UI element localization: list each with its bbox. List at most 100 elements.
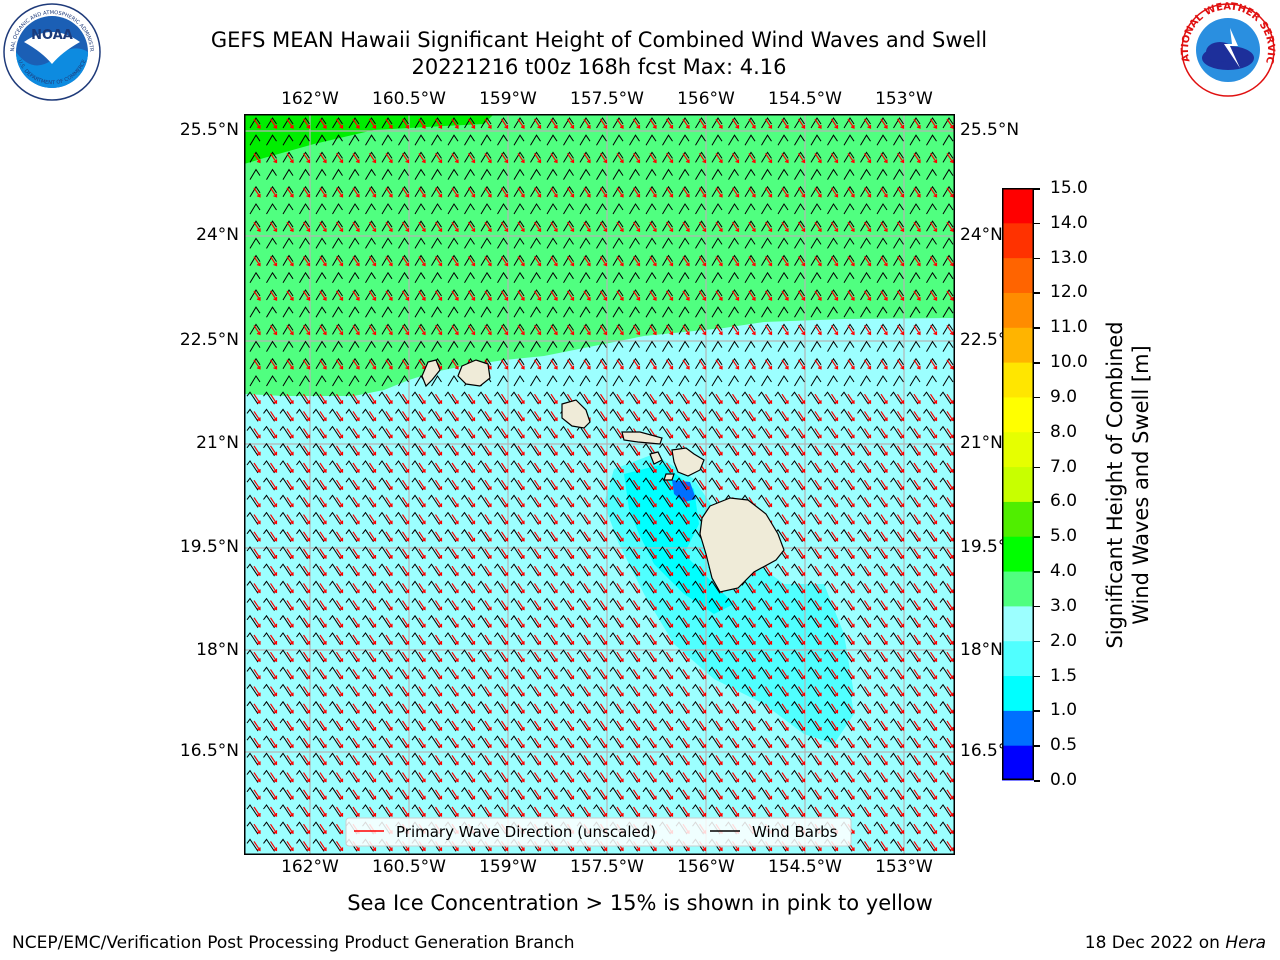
- wave-arrow: [765, 479, 773, 491]
- wind-barb: [824, 511, 836, 525]
- wind-barb: [249, 168, 261, 180]
- footer-date: 18 Dec 2022 on: [1084, 933, 1226, 953]
- wave-arrow: [336, 651, 344, 663]
- wind-barb: [873, 838, 886, 852]
- wind-barb: [893, 323, 904, 335]
- wind-barb: [527, 666, 539, 680]
- wind-barb: [249, 185, 261, 198]
- wave-arrow: [682, 187, 690, 198]
- wind-barb: [609, 769, 622, 783]
- wave-arrow: [385, 462, 393, 473]
- wind-barb: [909, 220, 921, 232]
- wave-arrow: [715, 445, 723, 456]
- wind-barb: [692, 666, 704, 680]
- wind-barb: [939, 580, 952, 594]
- wind-barb: [510, 786, 523, 801]
- wind-barb: [645, 220, 657, 232]
- wind-barb: [857, 580, 869, 594]
- wind-barb: [860, 134, 871, 146]
- wave-arrow: [649, 411, 657, 422]
- wave-arrow: [633, 737, 641, 749]
- wave-arrow: [451, 789, 459, 800]
- wind-barb: [942, 357, 954, 370]
- wind-barb: [873, 597, 886, 611]
- wave-arrow: [946, 634, 954, 645]
- wind-barb: [378, 752, 391, 766]
- wind-barb: [246, 752, 259, 766]
- wind-barb: [609, 546, 622, 560]
- wave-arrow: [600, 514, 608, 525]
- wave-arrow: [666, 153, 674, 164]
- wind-barb: [530, 254, 541, 266]
- wave-arrow: [501, 789, 509, 800]
- wind-barb: [758, 425, 770, 439]
- wind-barb: [596, 237, 607, 249]
- wave-arrow: [633, 479, 641, 491]
- wind-barb: [398, 220, 409, 232]
- wind-barb: [431, 271, 442, 284]
- wave-arrow: [303, 187, 311, 198]
- wind-barb: [329, 769, 341, 783]
- wave-arrow: [352, 583, 360, 594]
- wave-arrow: [649, 600, 657, 611]
- wind-barb: [909, 185, 921, 198]
- wind-barb: [461, 477, 473, 491]
- wind-barb: [692, 546, 704, 560]
- wind-barb: [464, 168, 475, 180]
- wave-arrow: [666, 565, 674, 577]
- wind-barb: [395, 649, 407, 663]
- wave-arrow: [501, 514, 509, 525]
- wind-barb: [824, 477, 836, 491]
- wave-arrow: [847, 583, 855, 594]
- wave-arrow: [699, 445, 707, 456]
- wind-barb: [728, 237, 739, 249]
- wind-barb: [873, 477, 886, 491]
- wind-barb: [428, 597, 440, 611]
- wind-barb: [296, 786, 308, 801]
- wind-barb: [299, 340, 310, 352]
- wind-barb: [263, 718, 275, 732]
- wave-arrow: [946, 651, 954, 663]
- wave-arrow: [616, 479, 624, 491]
- wind-barb: [560, 391, 572, 405]
- wind-barb: [675, 597, 688, 611]
- wind-barb: [411, 649, 424, 663]
- wind-barb: [711, 237, 723, 249]
- wave-arrow: [369, 359, 377, 370]
- wave-arrow: [303, 703, 311, 714]
- wave-arrow: [831, 359, 839, 370]
- wind-barb: [876, 289, 888, 301]
- wave-arrow: [567, 772, 575, 783]
- wave-arrow: [303, 565, 311, 577]
- wave-arrow: [748, 479, 756, 491]
- wave-arrow: [765, 686, 773, 697]
- wind-barb: [365, 306, 376, 318]
- wind-barb: [596, 220, 607, 232]
- wind-barb: [494, 786, 506, 801]
- wave-arrow: [369, 428, 377, 439]
- wave-arrow: [715, 462, 723, 473]
- wave-arrow: [517, 445, 525, 456]
- wind-barb: [744, 357, 756, 370]
- wave-arrow: [864, 325, 872, 336]
- wave-arrow: [748, 221, 756, 233]
- wind-barb: [876, 134, 888, 146]
- wind-barb: [546, 340, 558, 352]
- wind-barb: [579, 306, 591, 318]
- wind-barb: [345, 752, 358, 766]
- wave-arrow: [402, 617, 410, 628]
- wind-barb: [497, 185, 508, 198]
- wind-barb: [827, 168, 838, 180]
- wind-barb: [497, 203, 508, 215]
- wind-barb: [890, 511, 902, 525]
- wave-arrow: [369, 720, 377, 731]
- wind-barb: [395, 718, 407, 732]
- wind-barb: [612, 375, 624, 387]
- wind-barb: [345, 528, 358, 543]
- wind-barb: [593, 494, 605, 508]
- wind-barb: [725, 649, 737, 663]
- wave-arrow: [897, 187, 905, 198]
- wave-arrow: [385, 411, 393, 422]
- wind-barb: [890, 700, 902, 715]
- wave-arrow: [798, 720, 806, 731]
